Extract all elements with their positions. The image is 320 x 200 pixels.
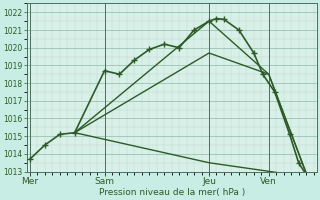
X-axis label: Pression niveau de la mer( hPa ): Pression niveau de la mer( hPa )	[99, 188, 245, 197]
